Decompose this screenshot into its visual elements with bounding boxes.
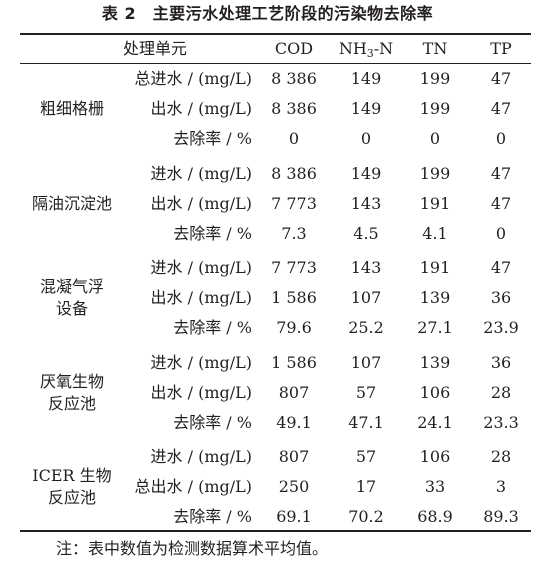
value-cod: 0 <box>288 129 300 148</box>
value-tn: 139 <box>419 353 451 372</box>
value-nh3n: 107 <box>350 353 382 372</box>
value-cod: 807 <box>278 447 310 466</box>
value-tp: 47 <box>490 99 512 118</box>
value-tn: 199 <box>419 99 451 118</box>
metric-label: 去除率 / % <box>173 129 252 148</box>
stage-name: 厌氧生物 反应池 <box>20 348 124 438</box>
value-nh3n: 0 <box>360 129 372 148</box>
value-cod: 8 386 <box>271 164 317 183</box>
value-tp: 36 <box>490 353 512 372</box>
value-tp: 36 <box>490 288 512 307</box>
value-cod: 8 386 <box>271 69 317 88</box>
value-nh3n: 57 <box>355 383 377 402</box>
value-cod: 250 <box>278 477 310 496</box>
value-tn: 4.1 <box>422 224 448 243</box>
value-tp: 47 <box>490 258 512 277</box>
value-nh3n: 107 <box>350 288 382 307</box>
value-cod: 69.1 <box>276 507 312 526</box>
value-tn: 33 <box>424 477 446 496</box>
value-nh3n: 149 <box>350 99 382 118</box>
stage-name-line: 反应池 <box>47 394 96 413</box>
value-tp: 47 <box>490 69 512 88</box>
metric-label: 去除率 / % <box>173 507 252 526</box>
value-nh3n: 149 <box>350 69 382 88</box>
header-unit: 处理单元 <box>122 39 187 58</box>
value-cod: 1 586 <box>271 353 317 372</box>
stage-name-line: 隔油沉淀池 <box>31 194 112 213</box>
value-tn: 106 <box>419 383 451 402</box>
stage-name-line: 混凝气浮 <box>39 277 104 296</box>
value-tp: 28 <box>490 447 512 466</box>
value-tp: 47 <box>490 164 512 183</box>
value-tn: 0 <box>429 129 441 148</box>
header-rule <box>20 63 531 64</box>
value-nh3n: 143 <box>350 258 382 277</box>
top-rule <box>20 33 531 35</box>
value-cod: 7 773 <box>271 194 317 213</box>
value-tp: 47 <box>490 194 512 213</box>
metric-label: 去除率 / % <box>173 224 252 243</box>
value-tn: 191 <box>419 194 451 213</box>
metric-label: 出水 / (mg/L) <box>150 288 252 307</box>
header-cod: COD <box>274 39 314 58</box>
table-note: 注：表中数值为检测数据算术平均值。 <box>56 539 329 558</box>
stage-name: 隔油沉淀池 <box>20 159 124 249</box>
value-cod: 7 773 <box>271 258 317 277</box>
metric-label: 进水 / (mg/L) <box>150 353 252 372</box>
metric-label: 出水 / (mg/L) <box>150 99 252 118</box>
stage-name: 粗细格栅 <box>20 64 124 154</box>
value-tp: 3 <box>495 477 507 496</box>
value-tn: 199 <box>419 164 451 183</box>
metric-label: 进水 / (mg/L) <box>150 447 252 466</box>
value-cod: 7.3 <box>281 224 307 243</box>
value-tn: 199 <box>419 69 451 88</box>
metric-label: 去除率 / % <box>173 318 252 337</box>
value-nh3n: 143 <box>350 194 382 213</box>
metric-label: 出水 / (mg/L) <box>150 383 252 402</box>
value-cod: 79.6 <box>276 318 312 337</box>
metric-label: 去除率 / % <box>173 413 252 432</box>
value-nh3n: 70.2 <box>348 507 384 526</box>
header-tp: TP <box>490 39 512 58</box>
value-cod: 807 <box>278 383 310 402</box>
metric-label: 进水 / (mg/L) <box>150 258 252 277</box>
value-tp: 23.3 <box>483 413 519 432</box>
metric-label: 进水 / (mg/L) <box>150 164 252 183</box>
value-tp: 0 <box>495 224 507 243</box>
stage-name-line: 反应池 <box>47 488 96 507</box>
value-tn: 24.1 <box>417 413 453 432</box>
value-tn: 191 <box>419 258 451 277</box>
value-nh3n: 149 <box>350 164 382 183</box>
metric-label: 总进水 / (mg/L) <box>134 69 252 88</box>
metric-label: 出水 / (mg/L) <box>150 194 252 213</box>
table-title: 表 2 主要污水处理工艺阶段的污染物去除率 <box>101 4 434 23</box>
value-tp: 89.3 <box>483 507 519 526</box>
value-tn: 139 <box>419 288 451 307</box>
value-tp: 28 <box>490 383 512 402</box>
stage-name: ICER 生物 反应池 <box>20 442 124 532</box>
bottom-rule <box>20 530 531 532</box>
stage-name-line: 粗细格栅 <box>39 99 104 118</box>
stage-name: 混凝气浮 设备 <box>20 253 124 343</box>
value-tn: 68.9 <box>417 507 453 526</box>
value-tn: 27.1 <box>417 318 453 337</box>
header-nh3n: NH3-N <box>338 39 394 60</box>
value-tn: 106 <box>419 447 451 466</box>
value-cod: 49.1 <box>276 413 312 432</box>
value-nh3n: 4.5 <box>353 224 379 243</box>
value-tp: 0 <box>495 129 507 148</box>
stage-name-line: 设备 <box>55 299 88 318</box>
stage-name-line: 厌氧生物 <box>39 372 104 391</box>
header-tn: TN <box>422 39 448 58</box>
value-cod: 8 386 <box>271 99 317 118</box>
value-nh3n: 17 <box>355 477 377 496</box>
value-cod: 1 586 <box>271 288 317 307</box>
stage-name-line: ICER 生物 <box>32 466 112 485</box>
value-tp: 23.9 <box>483 318 519 337</box>
value-nh3n: 47.1 <box>348 413 384 432</box>
value-nh3n: 57 <box>355 447 377 466</box>
metric-label: 总出水 / (mg/L) <box>134 477 252 496</box>
value-nh3n: 25.2 <box>348 318 384 337</box>
